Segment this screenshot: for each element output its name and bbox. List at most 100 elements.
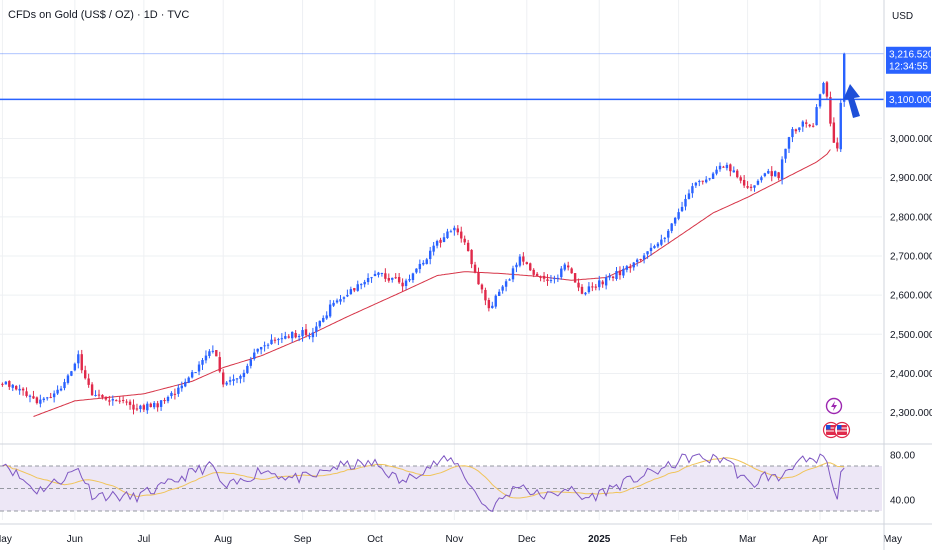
candle-body (591, 286, 594, 288)
candle-body (8, 381, 11, 387)
us-flag-event-icon[interactable] (833, 421, 851, 439)
currency-label[interactable]: USD (892, 11, 913, 22)
moving-average (33, 149, 831, 417)
candle-body (705, 179, 708, 183)
candle (615, 266, 618, 281)
candle (815, 104, 818, 126)
candle-body (297, 336, 301, 338)
candle-body (42, 398, 45, 401)
candle-body (63, 382, 66, 389)
candle-body (532, 269, 535, 275)
candle-body (356, 284, 359, 291)
candle (304, 324, 308, 338)
candle-body (787, 137, 791, 149)
candle-body (684, 198, 687, 207)
candle (373, 270, 377, 277)
candle-body (615, 271, 618, 279)
candle-body (446, 231, 449, 239)
candle-body (625, 266, 629, 270)
candle-body (425, 259, 428, 264)
candle (477, 267, 480, 285)
candle (684, 194, 687, 211)
candle (632, 261, 635, 271)
candle (480, 283, 484, 294)
candle-body (473, 264, 477, 273)
candle (59, 385, 63, 392)
candle (370, 276, 373, 283)
candle (318, 320, 321, 329)
candle (204, 350, 208, 364)
candle (501, 285, 504, 294)
candle-body (97, 394, 101, 396)
candle (653, 244, 656, 249)
candle-body (373, 273, 377, 277)
candle (335, 298, 339, 304)
candle (232, 374, 235, 386)
candle-body (553, 277, 556, 280)
candle-body (121, 399, 125, 401)
candle (584, 291, 587, 296)
candle-body (836, 142, 839, 149)
candle (473, 261, 477, 274)
candle (839, 98, 842, 153)
candle-body (90, 384, 94, 396)
candle (242, 369, 246, 383)
candle (49, 392, 52, 399)
lightning-event-icon[interactable] (825, 397, 843, 415)
candle (756, 179, 760, 186)
candle (266, 343, 270, 349)
candle (397, 273, 401, 284)
candle (549, 274, 553, 284)
candle-body (56, 389, 59, 394)
candle (518, 254, 522, 268)
candle-body (715, 169, 718, 174)
candle (491, 301, 494, 309)
candle (353, 287, 356, 293)
candle (142, 403, 146, 412)
last-price-tag (886, 46, 931, 74)
candle-body (718, 165, 722, 170)
candle (494, 294, 497, 309)
candle (97, 389, 101, 399)
candle-body (784, 148, 787, 159)
candle (111, 395, 114, 406)
candle (470, 249, 473, 269)
candle (774, 170, 777, 177)
candle (618, 266, 622, 280)
candle (594, 283, 597, 291)
price-tick-label: 2,700.000 (890, 251, 932, 262)
candle-body (304, 329, 308, 336)
candle-body (542, 275, 546, 279)
candle-body (218, 357, 221, 372)
candle (15, 385, 18, 391)
candle (736, 169, 739, 179)
candle-body (215, 350, 218, 357)
candle (591, 282, 594, 292)
us-flag-event-icon[interactable] (822, 421, 840, 439)
candle-body (111, 399, 114, 401)
candle-body (491, 305, 494, 308)
candle (149, 402, 152, 408)
candle (115, 399, 118, 402)
candle (118, 396, 121, 404)
candle (794, 128, 798, 134)
candle-body (366, 278, 370, 283)
candlestick-series[interactable] (1, 52, 846, 415)
candle (798, 127, 801, 133)
candle-body (739, 177, 742, 181)
candle (108, 395, 111, 406)
candle (132, 399, 135, 415)
candle (729, 163, 732, 177)
candle (328, 299, 332, 318)
candle-body (484, 289, 487, 301)
candle (732, 166, 735, 173)
candle (170, 391, 173, 399)
candle-body (418, 263, 422, 270)
candle-body (639, 259, 642, 261)
candle-body (287, 336, 290, 338)
candle-body (432, 245, 435, 252)
candle-body (763, 173, 767, 177)
price-tick-label: 2,400.000 (890, 369, 932, 380)
candle-body (52, 393, 56, 398)
